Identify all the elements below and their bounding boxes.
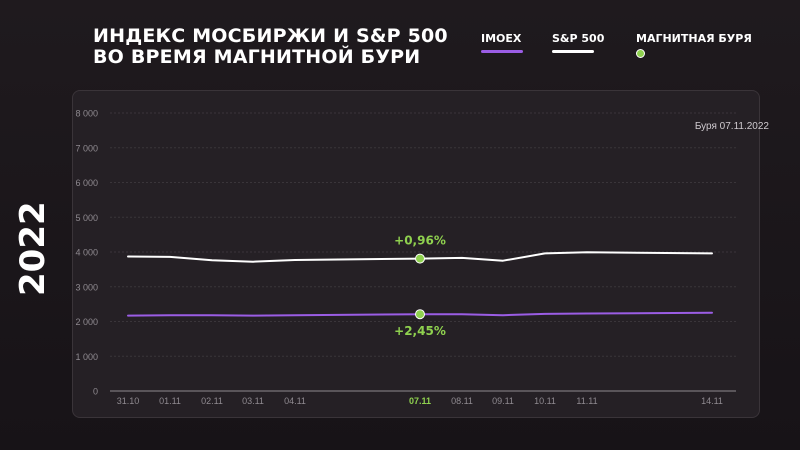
x-tick-label: 10.11 <box>534 396 556 406</box>
y-tick-label: 8 000 <box>75 109 98 119</box>
y-tick-label: 5 000 <box>75 213 98 223</box>
x-tick-label: 09.11 <box>492 396 514 406</box>
y-tick-label: 0 <box>93 387 98 397</box>
y-tick-label: 4 000 <box>75 248 98 258</box>
storm-marker-imoex <box>415 309 425 320</box>
legend-label-storm: МАГНИТНАЯ БУРЯ <box>636 32 752 45</box>
x-tick-label: 08.11 <box>451 396 473 406</box>
x-tick-label: 01.11 <box>159 396 181 406</box>
legend-swatch-sp500 <box>552 50 594 53</box>
legend-label-sp500: S&P 500 <box>552 32 605 45</box>
legend-swatch-imoex <box>481 50 523 53</box>
legend-item-imoex: IMOEX <box>481 32 523 62</box>
chart-title-line-1: ИНДЕКС МОСБИРЖИ И S&P 500 <box>93 25 448 47</box>
x-tick-label: 07.11 <box>409 396 431 406</box>
chart-title-line-2: ВО ВРЕМЯ МАГНИТНОЙ БУРИ <box>93 46 421 68</box>
legend-item-storm: МАГНИТНАЯ БУРЯ <box>636 32 752 62</box>
y-tick-label: 3 000 <box>75 282 98 292</box>
storm-marker-sp500 <box>415 253 425 264</box>
x-tick-label: 03.11 <box>242 396 264 406</box>
y-tick-label: 1 000 <box>75 352 98 362</box>
chart-panel <box>72 90 760 418</box>
y-tick-label: 7 000 <box>75 143 98 153</box>
annotation-imoex: +2,45% <box>394 324 446 338</box>
storm-date-note: Буря 07.11.2022 <box>694 121 769 132</box>
y-tick-label: 6 000 <box>75 178 98 188</box>
x-tick-label: 14.11 <box>701 396 723 406</box>
legend-label-imoex: IMOEX <box>481 32 522 45</box>
chart-title: ИНДЕКС МОСБИРЖИ И S&P 500 ВО ВРЕМЯ МАГНИ… <box>93 26 448 68</box>
x-tick-label: 04.11 <box>284 396 306 406</box>
x-tick-label: 11.11 <box>576 396 597 406</box>
x-tick-label: 31.10 <box>117 396 140 406</box>
legend-marker-storm <box>636 49 645 58</box>
x-tick-label: 02.11 <box>201 396 223 406</box>
annotation-sp500: +0,96% <box>394 234 446 248</box>
y-tick-label: 2 000 <box>75 317 98 327</box>
legend-item-sp500: S&P 500 <box>552 32 604 62</box>
